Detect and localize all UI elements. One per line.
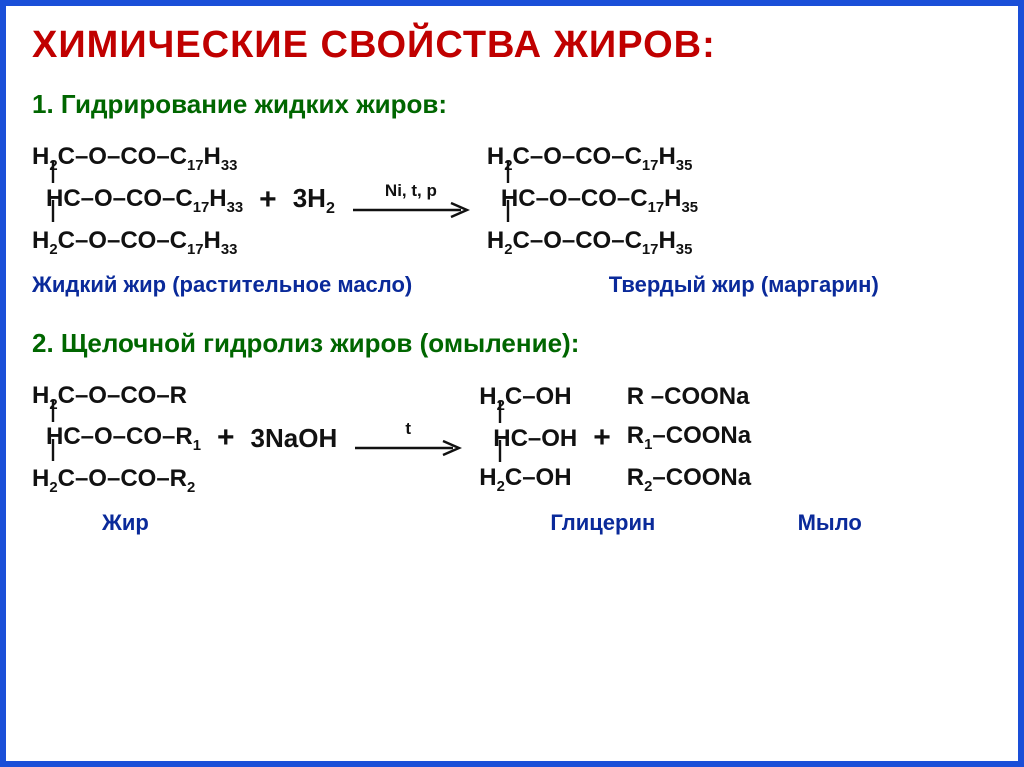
- reactant-1-structure: H2C–O–CO–C17H33 HC–O–CO–C17H33 H2C–O–CO–…: [32, 138, 243, 262]
- reaction-arrow-2: t: [347, 419, 469, 457]
- plus-sign: +: [211, 421, 241, 455]
- chem-line: H2C–O–CO–R: [32, 377, 201, 417]
- chem-line: H2C–O–CO–R2: [32, 460, 201, 500]
- section2-heading: 2. Щелочной гидролиз жиров (омыление):: [32, 328, 992, 359]
- chem-line: R –COONa: [627, 378, 751, 415]
- plus-sign: +: [253, 183, 283, 217]
- chem-line: R1–COONa: [627, 417, 751, 457]
- plus-sign: +: [587, 421, 617, 455]
- reactant-1-caption: Жидкий жир (растительное масло): [32, 272, 493, 298]
- section1-heading: 1. Гидрирование жидких жиров:: [32, 89, 992, 120]
- chem-line: HC–O–CO–C17H35: [487, 180, 698, 220]
- chem-line: H2C–O–CO–C17H33: [32, 138, 243, 178]
- chem-line: HC–OH: [479, 420, 577, 457]
- reaction-arrow-1: Ni, t, p: [345, 181, 477, 219]
- soap-caption: Мыло: [762, 510, 992, 536]
- chem-line: H2C–O–CO–C17H35: [487, 222, 698, 262]
- slide-title: ХИМИЧЕСКИЕ СВОЙСТВА ЖИРОВ:: [32, 24, 992, 67]
- reaction-1: H2C–O–CO–C17H33 HC–O–CO–C17H33 H2C–O–CO–…: [32, 138, 992, 262]
- chem-line: HC–O–CO–R1: [32, 418, 201, 458]
- chem-line: H2C–OH: [479, 459, 577, 499]
- reactant-2-structure: H2C–O–CO–R HC–O–CO–R1 H2C–O–CO–R2: [32, 377, 201, 501]
- product-glycerol-structure: H2C–OH HC–OH H2C–OH: [479, 378, 577, 499]
- chem-line: R2–COONa: [627, 459, 751, 499]
- chem-line: H2C–O–CO–C17H33: [32, 222, 243, 262]
- chem-line: HC–O–CO–C17H33: [32, 180, 243, 220]
- chem-line: H2C–OH: [479, 378, 577, 418]
- arrow-icon: [351, 201, 471, 219]
- arrow-label: t: [405, 419, 411, 439]
- product-1-caption: Твердый жир (маргарин): [589, 272, 992, 298]
- caption-row-2: Жир Глицерин Мыло: [32, 510, 992, 536]
- reagent-1: 3H2: [293, 178, 335, 221]
- glycerol-caption: Глицерин: [550, 510, 761, 536]
- arrow-label: Ni, t, p: [385, 181, 437, 201]
- slide-frame: ХИМИЧЕСКИЕ СВОЙСТВА ЖИРОВ: 1. Гидрирован…: [0, 0, 1024, 767]
- chem-line: H2C–O–CO–C17H35: [487, 138, 698, 178]
- product-1-structure: H2C–O–CO–C17H35 HC–O–CO–C17H35 H2C–O–CO–…: [487, 138, 698, 262]
- reactant-2-caption: Жир: [32, 510, 301, 536]
- reaction-2: H2C–O–CO–R HC–O–CO–R1 H2C–O–CO–R2 + 3NaO…: [32, 377, 992, 501]
- caption-row-1: Жидкий жир (растительное масло) Твердый …: [32, 272, 992, 298]
- product-soap-structure: R –COONa R1–COONa R2–COONa: [627, 378, 751, 499]
- arrow-icon: [353, 439, 463, 457]
- reagent-2: 3NaOH: [251, 418, 338, 458]
